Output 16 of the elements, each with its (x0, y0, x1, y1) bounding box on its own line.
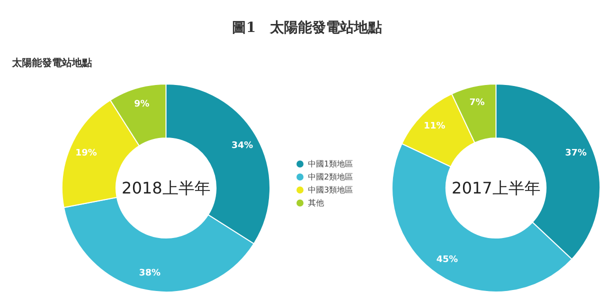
data-label: 38% (138, 268, 160, 278)
data-label: 37% (565, 148, 587, 158)
legend-label: 中國1類地區 (308, 160, 354, 168)
data-label: 34% (231, 141, 254, 152)
chart-title: 圖1 太陽能發電站地點 (232, 20, 382, 36)
legend-label: 中國2類地區 (308, 172, 354, 182)
legend-label: 中國3類地區 (308, 186, 354, 194)
data-label: 11% (424, 121, 446, 132)
text: 2017上半年 (452, 178, 540, 198)
chart-subtitle: 太陽能發電站地點 (11, 57, 92, 69)
data-label: 7% (469, 98, 485, 108)
data-label: 9% (134, 99, 150, 110)
text: 2018上半年 (122, 178, 210, 198)
legend-label: 其他 (308, 198, 324, 208)
data-label: 19% (75, 148, 97, 158)
data-label: 45% (436, 254, 458, 265)
